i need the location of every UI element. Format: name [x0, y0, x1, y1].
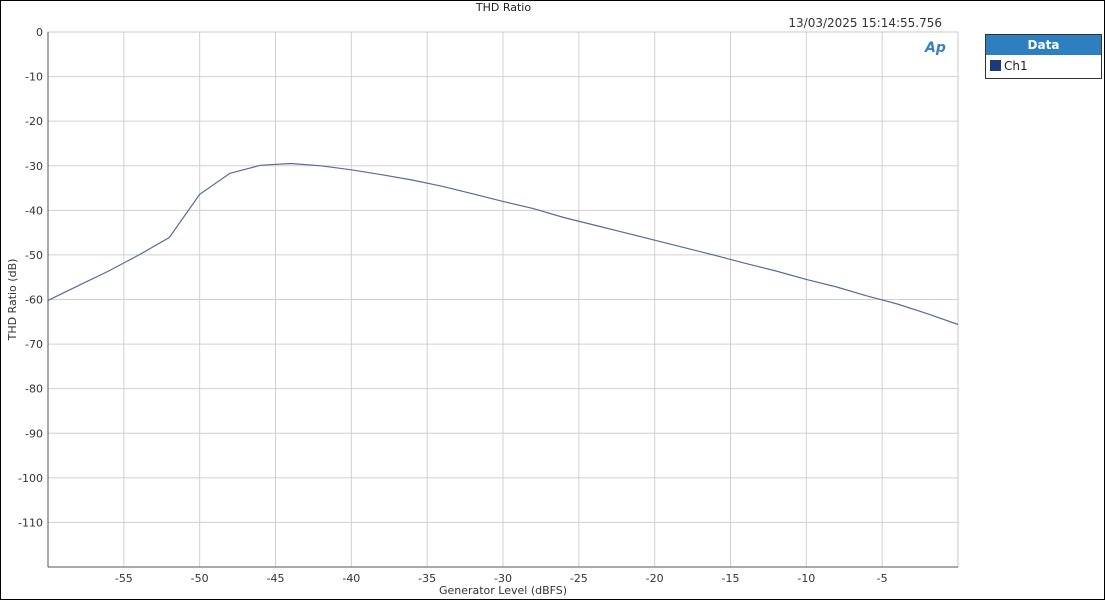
x-tick-label: -10: [797, 572, 815, 585]
timestamp: 13/03/2025 15:14:55.756: [788, 16, 942, 30]
legend-item-ch1[interactable]: Ch1: [986, 56, 1101, 73]
y-tick-label: -20: [25, 115, 43, 128]
y-tick-label: -50: [25, 249, 43, 262]
y-tick-label: -110: [18, 516, 43, 529]
y-tick-label: -90: [25, 427, 43, 440]
y-tick-label: -80: [25, 383, 43, 396]
ap-logo: Ap: [925, 40, 946, 56]
legend-label: Ch1: [1004, 59, 1028, 73]
legend: Data Ch1: [985, 34, 1102, 79]
y-tick-label: -40: [25, 204, 43, 217]
y-tick-label: -60: [25, 294, 43, 307]
x-tick-label: -45: [267, 572, 285, 585]
x-tick-label: -20: [646, 572, 664, 585]
x-tick-label: -50: [191, 572, 209, 585]
x-tick-label: -30: [494, 572, 512, 585]
y-axis-label: THD Ratio (dB): [6, 259, 19, 342]
y-tick-label: -70: [25, 338, 43, 351]
x-tick-label: -25: [570, 572, 588, 585]
x-tick-label: -40: [342, 572, 360, 585]
x-tick-label: -55: [115, 572, 133, 585]
legend-swatch: [990, 60, 1001, 71]
x-tick-label: -15: [722, 572, 740, 585]
x-tick-label: -5: [877, 572, 888, 585]
chart-title: THD Ratio: [475, 1, 532, 14]
y-tick-label: -30: [25, 160, 43, 173]
legend-title: Data: [986, 35, 1101, 56]
x-tick-label: -35: [418, 572, 436, 585]
y-tick-label: -10: [25, 71, 43, 84]
y-tick-label: -100: [18, 472, 43, 485]
y-tick-label: 0: [36, 26, 43, 39]
x-axis-label: Generator Level (dBFS): [439, 584, 567, 597]
series-line-ch1: [47, 162, 959, 326]
